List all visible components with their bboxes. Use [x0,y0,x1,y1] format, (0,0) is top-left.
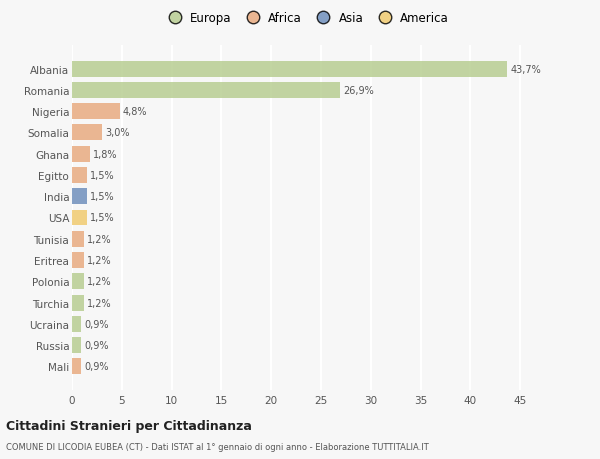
Text: 43,7%: 43,7% [510,65,541,74]
Text: 0,9%: 0,9% [84,362,109,371]
Bar [72,62,507,78]
Text: 1,8%: 1,8% [93,149,118,159]
Text: 26,9%: 26,9% [343,86,374,96]
Text: COMUNE DI LICODIA EUBEA (CT) - Dati ISTAT al 1° gennaio di ogni anno - Elaborazi: COMUNE DI LICODIA EUBEA (CT) - Dati ISTA… [6,442,429,451]
Text: 1,5%: 1,5% [90,192,115,202]
Bar [72,104,120,120]
Bar [72,168,87,184]
Text: Cittadini Stranieri per Cittadinanza: Cittadini Stranieri per Cittadinanza [6,419,252,432]
Text: 1,2%: 1,2% [87,298,112,308]
Text: 0,9%: 0,9% [84,340,109,350]
Bar [72,231,84,247]
Bar [72,210,87,226]
Bar [72,189,87,205]
Legend: Europa, Africa, Asia, America: Europa, Africa, Asia, America [158,7,454,29]
Bar [72,83,340,99]
Text: 1,2%: 1,2% [87,234,112,244]
Text: 3,0%: 3,0% [105,128,130,138]
Text: 1,2%: 1,2% [87,256,112,265]
Text: 4,8%: 4,8% [123,107,147,117]
Bar [72,358,81,375]
Text: 1,5%: 1,5% [90,171,115,180]
Bar [72,316,81,332]
Bar [72,274,84,290]
Bar [72,252,84,269]
Text: 0,9%: 0,9% [84,319,109,329]
Bar [72,146,90,162]
Text: 1,2%: 1,2% [87,277,112,287]
Bar [72,295,84,311]
Bar [72,337,81,353]
Text: 1,5%: 1,5% [90,213,115,223]
Bar [72,125,102,141]
